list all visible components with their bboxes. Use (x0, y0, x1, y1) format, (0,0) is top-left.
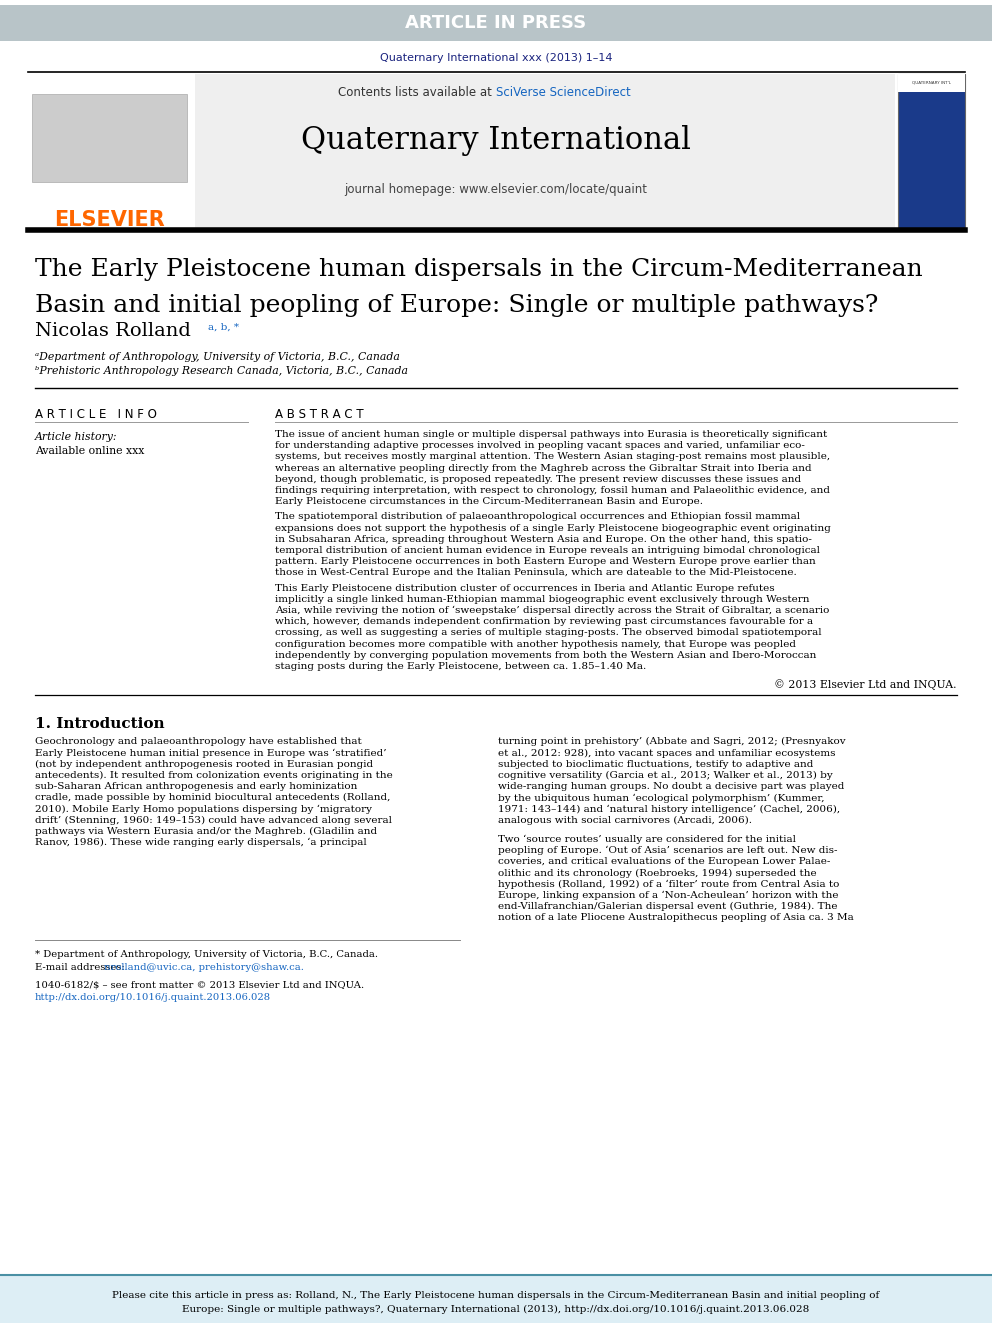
Text: coveries, and critical evaluations of the European Lower Palae-: coveries, and critical evaluations of th… (498, 857, 830, 867)
Text: A B S T R A C T: A B S T R A C T (275, 407, 364, 421)
Text: SciVerse ScienceDirect: SciVerse ScienceDirect (496, 86, 631, 98)
Text: those in West-Central Europe and the Italian Peninsula, which are dateable to th: those in West-Central Europe and the Ita… (275, 569, 797, 577)
Text: Quaternary International xxx (2013) 1–14: Quaternary International xxx (2013) 1–14 (380, 53, 612, 64)
Text: Two ‘source routes’ usually are considered for the initial: Two ‘source routes’ usually are consider… (498, 835, 796, 844)
Text: drift’ (Stenning, 1960: 149–153) could have advanced along several: drift’ (Stenning, 1960: 149–153) could h… (35, 815, 392, 824)
Text: staging posts during the Early Pleistocene, between ca. 1.85–1.40 Ma.: staging posts during the Early Pleistoce… (275, 662, 646, 671)
Text: findings requiring interpretation, with respect to chronology, fossil human and : findings requiring interpretation, with … (275, 486, 830, 495)
Text: whereas an alternative peopling directly from the Maghreb across the Gibraltar S: whereas an alternative peopling directly… (275, 463, 811, 472)
Text: Early Pleistocene human initial presence in Europe was ‘stratified’: Early Pleistocene human initial presence… (35, 749, 387, 758)
Text: crossing, as well as suggesting a series of multiple staging-posts. The observed: crossing, as well as suggesting a series… (275, 628, 821, 638)
Text: olithic and its chronology (Roebroeks, 1994) superseded the: olithic and its chronology (Roebroeks, 1… (498, 868, 816, 877)
Text: journal homepage: www.elsevier.com/locate/quaint: journal homepage: www.elsevier.com/locat… (344, 184, 648, 197)
Bar (898, 74, 965, 93)
Text: Asia, while reviving the notion of ‘sweepstake’ dispersal directly across the St: Asia, while reviving the notion of ‘swee… (275, 606, 829, 615)
Text: by the ubiquitous human ‘ecological polymorphism’ (Kummer,: by the ubiquitous human ‘ecological poly… (498, 794, 824, 803)
Bar (195, 74, 895, 228)
Text: http://dx.doi.org/10.1016/j.quaint.2013.06.028: http://dx.doi.org/10.1016/j.quaint.2013.… (35, 994, 271, 1003)
Text: cognitive versatility (Garcia et al., 2013; Walker et al., 2013) by: cognitive versatility (Garcia et al., 20… (498, 771, 832, 781)
Text: wide-ranging human groups. No doubt a decisive part was played: wide-ranging human groups. No doubt a de… (498, 782, 844, 791)
Text: (not by independent anthropogenesis rooted in Eurasian pongid: (not by independent anthropogenesis root… (35, 759, 373, 769)
Text: in Subsaharan Africa, spreading throughout Western Asia and Europe. On the other: in Subsaharan Africa, spreading througho… (275, 534, 811, 544)
Text: end-Villafranchian/Galerian dispersal event (Guthrie, 1984). The: end-Villafranchian/Galerian dispersal ev… (498, 902, 837, 912)
Text: E-mail addresses:: E-mail addresses: (35, 963, 128, 972)
Text: The issue of ancient human single or multiple dispersal pathways into Eurasia is: The issue of ancient human single or mul… (275, 430, 827, 439)
Text: A R T I C L E   I N F O: A R T I C L E I N F O (35, 407, 157, 421)
Text: notion of a late Pliocene Australopithecus peopling of Asia ca. 3 Ma: notion of a late Pliocene Australopithec… (498, 913, 854, 922)
Text: beyond, though problematic, is proposed repeatedly. The present review discusses: beyond, though problematic, is proposed … (275, 475, 802, 484)
Bar (898, 74, 965, 228)
Text: peopling of Europe. ‘Out of Asia’ scenarios are left out. New dis-: peopling of Europe. ‘Out of Asia’ scenar… (498, 845, 837, 856)
Bar (0, 5, 992, 41)
Text: antecedents). It resulted from colonization events originating in the: antecedents). It resulted from colonizat… (35, 771, 393, 781)
Text: et al., 2012: 928), into vacant spaces and unfamiliar ecosystems: et al., 2012: 928), into vacant spaces a… (498, 749, 835, 758)
Bar (28, 74, 193, 228)
Text: Article history:: Article history: (35, 433, 117, 442)
Text: nrolland@uvic.ca, prehistory@shaw.ca.: nrolland@uvic.ca, prehistory@shaw.ca. (104, 963, 305, 972)
Text: Europe: Single or multiple pathways?, Quaternary International (2013), http://dx: Europe: Single or multiple pathways?, Qu… (183, 1304, 809, 1314)
Text: © 2013 Elsevier Ltd and INQUA.: © 2013 Elsevier Ltd and INQUA. (775, 679, 957, 691)
Text: systems, but receives mostly marginal attention. The Western Asian staging-post : systems, but receives mostly marginal at… (275, 452, 830, 462)
Text: This Early Pleistocene distribution cluster of occurrences in Iberia and Atlanti: This Early Pleistocene distribution clus… (275, 583, 775, 593)
Text: for understanding adaptive processes involved in peopling vacant spaces and vari: for understanding adaptive processes inv… (275, 441, 805, 450)
Text: QUATERNARY INT'L: QUATERNARY INT'L (912, 81, 950, 85)
Text: Basin and initial peopling of Europe: Single or multiple pathways?: Basin and initial peopling of Europe: Si… (35, 294, 878, 318)
Text: ᵃDepartment of Anthropology, University of Victoria, B.C., Canada: ᵃDepartment of Anthropology, University … (35, 352, 400, 363)
Text: 1040-6182/$ – see front matter © 2013 Elsevier Ltd and INQUA.: 1040-6182/$ – see front matter © 2013 El… (35, 980, 364, 990)
Text: sub-Saharan African anthropogenesis and early hominization: sub-Saharan African anthropogenesis and … (35, 782, 357, 791)
Text: analogous with social carnivores (Arcadi, 2006).: analogous with social carnivores (Arcadi… (498, 815, 752, 824)
Text: The spatiotemporal distribution of palaeoanthropological occurrences and Ethiopi: The spatiotemporal distribution of palae… (275, 512, 801, 521)
Text: independently by converging population movements from both the Western Asian and: independently by converging population m… (275, 651, 816, 660)
Text: * Department of Anthropology, University of Victoria, B.C., Canada.: * Department of Anthropology, University… (35, 950, 378, 959)
Text: Geochronology and palaeoanthropology have established that: Geochronology and palaeoanthropology hav… (35, 737, 362, 746)
Text: Nicolas Rolland: Nicolas Rolland (35, 321, 190, 340)
Text: 1971: 143–144) and ‘natural history intelligence’ (Cachel, 2006),: 1971: 143–144) and ‘natural history inte… (498, 804, 840, 814)
Text: hypothesis (Rolland, 1992) of a ‘filter’ route from Central Asia to: hypothesis (Rolland, 1992) of a ‘filter’… (498, 880, 839, 889)
Text: 2010). Mobile Early Homo populations dispersing by ‘migratory: 2010). Mobile Early Homo populations dis… (35, 804, 372, 814)
Text: 1. Introduction: 1. Introduction (35, 717, 165, 732)
Text: Quaternary International: Quaternary International (301, 124, 691, 156)
Text: turning point in prehistory’ (Abbate and Sagri, 2012; (Presnyakov: turning point in prehistory’ (Abbate and… (498, 737, 845, 746)
Bar (32, 94, 187, 183)
Text: Europe, linking expansion of a ‘Non-Acheulean’ horizon with the: Europe, linking expansion of a ‘Non-Ache… (498, 890, 838, 900)
Text: Early Pleistocene circumstances in the Circum-Mediterranean Basin and Europe.: Early Pleistocene circumstances in the C… (275, 497, 703, 507)
Text: pattern. Early Pleistocene occurrences in both Eastern Europe and Western Europe: pattern. Early Pleistocene occurrences i… (275, 557, 815, 566)
Text: ELSEVIER: ELSEVIER (55, 210, 166, 230)
Text: which, however, demands independent confirmation by reviewing past circumstances: which, however, demands independent conf… (275, 618, 813, 626)
Bar (0, 1275, 992, 1323)
Text: ARTICLE IN PRESS: ARTICLE IN PRESS (406, 15, 586, 32)
Text: temporal distribution of ancient human evidence in Europe reveals an intriguing : temporal distribution of ancient human e… (275, 546, 820, 556)
Text: Contents lists available at: Contents lists available at (338, 86, 496, 98)
Text: cradle, made possible by hominid biocultural antecedents (Rolland,: cradle, made possible by hominid biocult… (35, 794, 391, 802)
Text: Ranov, 1986). These wide ranging early dispersals, ‘a principal: Ranov, 1986). These wide ranging early d… (35, 837, 367, 847)
Text: implicitly a single linked human-Ethiopian mammal biogeographic event exclusivel: implicitly a single linked human-Ethiopi… (275, 595, 809, 603)
Text: The Early Pleistocene human dispersals in the Circum-Mediterranean: The Early Pleistocene human dispersals i… (35, 258, 923, 280)
Text: ᵇPrehistoric Anthropology Research Canada, Victoria, B.C., Canada: ᵇPrehistoric Anthropology Research Canad… (35, 366, 408, 376)
Text: expansions does not support the hypothesis of a single Early Pleistocene biogeog: expansions does not support the hypothes… (275, 524, 831, 533)
Text: subjected to bioclimatic fluctuations, testify to adaptive and: subjected to bioclimatic fluctuations, t… (498, 759, 813, 769)
Text: pathways via Western Eurasia and/or the Maghreb. (Gladilin and: pathways via Western Eurasia and/or the … (35, 827, 377, 836)
Text: Available online xxx: Available online xxx (35, 446, 145, 456)
Text: Please cite this article in press as: Rolland, N., The Early Pleistocene human d: Please cite this article in press as: Ro… (112, 1291, 880, 1301)
Text: configuration becomes more compatible with another hypothesis namely, that Europ: configuration becomes more compatible wi… (275, 639, 796, 648)
Text: a, b, *: a, b, * (208, 323, 239, 332)
